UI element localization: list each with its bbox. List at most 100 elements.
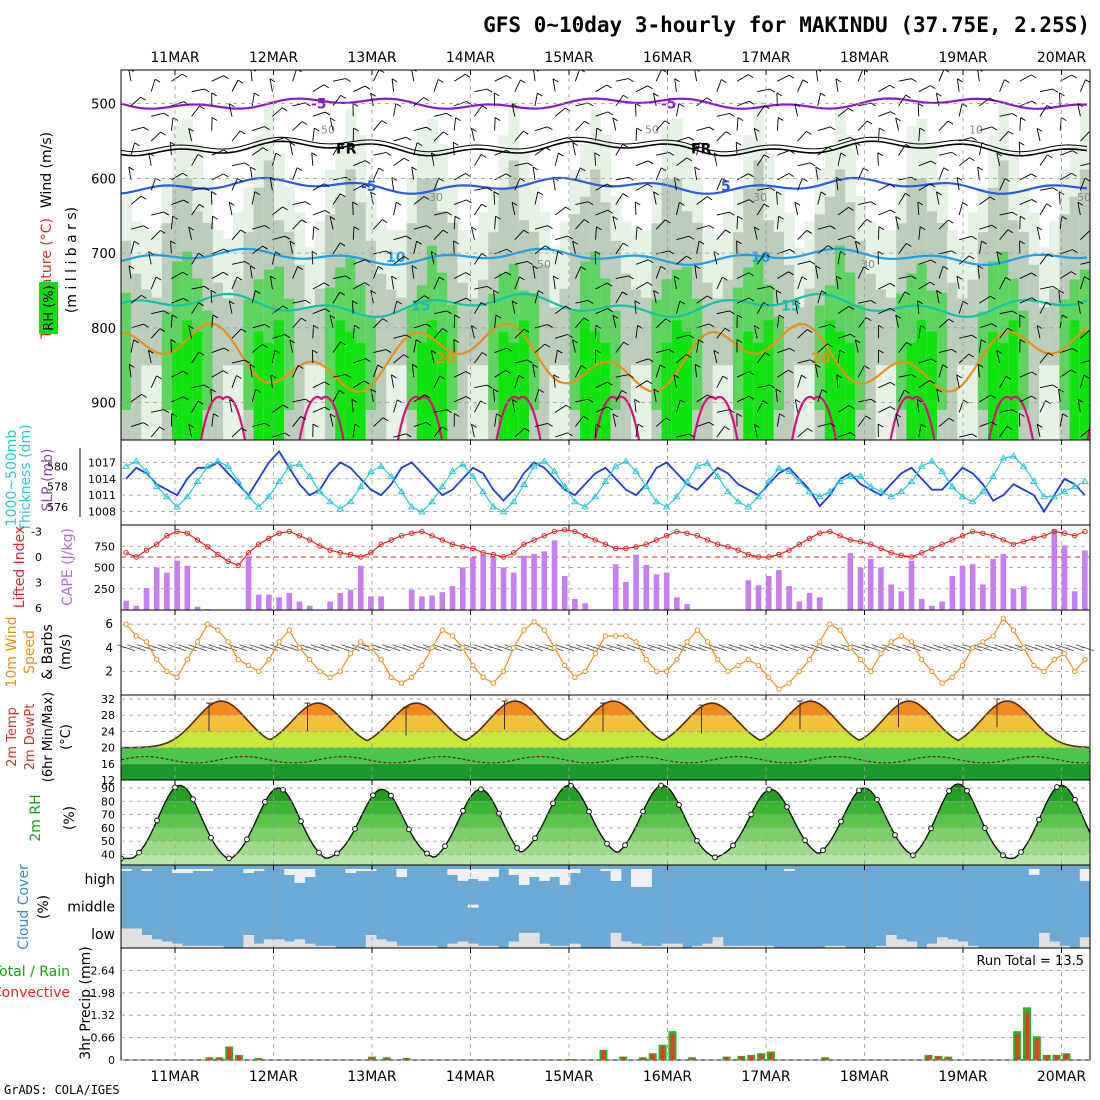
wind-barb-feather <box>917 201 924 206</box>
wind-barb-feather <box>506 149 512 154</box>
wind-barb-feather <box>904 291 911 296</box>
wind-barb <box>433 328 443 339</box>
wind-barb <box>574 167 581 181</box>
wind-barb <box>797 359 811 364</box>
wind-barb <box>130 339 135 353</box>
wind-barb <box>958 399 964 413</box>
wind-barb <box>474 105 483 117</box>
wind-barb <box>837 405 850 413</box>
wind-barb <box>1059 172 1072 181</box>
wind-barb-feather <box>1071 74 1077 79</box>
wind-barb-feather <box>706 97 712 102</box>
wind-barb <box>210 290 213 304</box>
wind-barb <box>150 276 157 290</box>
wind-barb-feather <box>708 421 715 426</box>
wind-barb-feather <box>506 248 512 253</box>
wind-barb <box>595 183 608 191</box>
wind-barb-feather <box>748 371 755 376</box>
thickness-point <box>887 492 895 500</box>
wind-barb-feather <box>1052 384 1058 389</box>
wind-speed-point <box>857 656 864 663</box>
wind-barb <box>713 152 718 166</box>
wind-barb-feather <box>171 314 178 319</box>
precip-convective-bar <box>1064 1053 1069 1060</box>
cape-bar <box>531 553 537 610</box>
rh-contour-label: 50 <box>537 258 551 271</box>
wind-barb-feather <box>155 276 162 281</box>
wind-barb <box>352 202 354 216</box>
wind-barb <box>292 398 306 403</box>
cloud-low-cell <box>325 945 336 948</box>
top-date-label: 11MAR <box>150 50 199 66</box>
wind-speed-point <box>878 650 884 657</box>
wind-barb-feather <box>465 74 471 78</box>
rh-point <box>1000 852 1006 859</box>
wind-barb <box>794 300 799 314</box>
cloud-low-cell <box>192 945 204 948</box>
thickness-point <box>1030 477 1038 484</box>
wind-barb-feather <box>425 323 432 328</box>
wind-barb <box>1058 388 1061 402</box>
wind-barb-feather <box>968 255 975 260</box>
wind-barb <box>958 255 970 265</box>
wind-barb <box>393 433 407 438</box>
wind-barb-feather <box>1061 314 1068 319</box>
rh-bright-cell <box>845 342 856 440</box>
wind-barb-feather <box>300 317 307 322</box>
wind-barb-feather <box>725 229 731 234</box>
wind-barb-feather <box>1012 310 1018 315</box>
wind-barb <box>918 424 922 438</box>
rh-green-cell <box>733 287 744 410</box>
wind-barb-feather <box>1052 88 1058 93</box>
wind-barb-feather <box>223 173 229 178</box>
rh-green-cell <box>651 299 663 410</box>
wind-barb <box>1058 290 1061 304</box>
wind-barb <box>776 191 778 205</box>
wind-barb <box>471 325 475 339</box>
wind-barb <box>918 85 931 93</box>
wind-barb-feather <box>596 226 602 231</box>
bottom-date-label: 15MAR <box>544 1069 593 1085</box>
wind-barb-feather <box>794 300 801 305</box>
wind-barb-feather <box>281 107 288 112</box>
thickness-line <box>125 455 1086 513</box>
wind-barb <box>1077 300 1081 314</box>
li-point <box>704 537 711 543</box>
wind-barb-feather <box>622 193 628 197</box>
wind-barb <box>433 644 452 652</box>
wind-barb-feather <box>707 295 713 300</box>
wind-barb-feather <box>936 191 942 196</box>
wind-barb <box>878 381 891 389</box>
rh-dry-cell <box>233 365 244 440</box>
wind-barb-feather <box>345 275 351 280</box>
wind-barb-feather <box>296 167 303 172</box>
wind-barb-feather <box>170 141 176 146</box>
isotherm-line <box>121 97 1088 110</box>
wind-barb <box>575 120 585 131</box>
rh-point <box>892 832 898 838</box>
bottom-date-axis: 11MAR 12MAR 13MAR 14MAR 15MAR 16MAR 17MAR 18MAR… <box>150 1069 1086 1085</box>
li-point <box>215 551 221 558</box>
cloud-high-cell <box>457 869 469 881</box>
wind-barb <box>595 282 608 290</box>
rh-green-cell <box>447 304 459 410</box>
thickness-point <box>520 480 528 488</box>
cape-bar <box>500 567 507 610</box>
wind-barb-feather <box>830 126 836 131</box>
wind-barb-feather <box>282 404 289 409</box>
wind-speed-point <box>592 650 598 657</box>
wind-barb <box>820 644 840 652</box>
wind-barb <box>978 240 983 254</box>
wind-barb-feather <box>199 105 205 110</box>
wind-barb <box>615 143 624 156</box>
wind-barb <box>289 241 294 254</box>
wind-barb <box>837 350 841 364</box>
cape-bar <box>164 572 170 610</box>
wind-barb-feather <box>1019 314 1026 319</box>
wind-speed-point <box>664 668 670 675</box>
wind-barb <box>514 276 520 290</box>
wind-barb <box>635 380 648 389</box>
wind-barb <box>615 78 629 82</box>
wind-barb-feather <box>431 152 437 157</box>
wind-barb-feather <box>1083 374 1090 379</box>
